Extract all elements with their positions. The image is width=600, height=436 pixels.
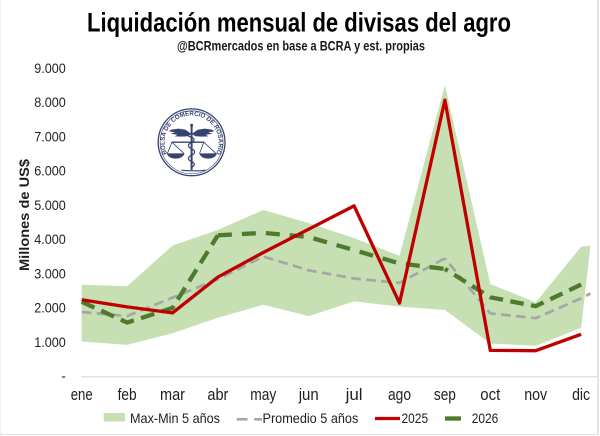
svg-text:ago: ago: [388, 386, 411, 404]
svg-text:3.000: 3.000: [34, 266, 66, 281]
svg-text:2.000: 2.000: [34, 301, 66, 316]
svg-text:8.000: 8.000: [34, 95, 66, 110]
svg-text:abr: abr: [207, 386, 228, 404]
svg-text:9.000: 9.000: [34, 61, 66, 76]
svg-text:jul: jul: [345, 386, 363, 404]
svg-text:@BCRmercados en base a BCRA y: @BCRmercados en base a BCRA y est. propi…: [177, 38, 425, 54]
svg-text:Millones de US$: Millones de US$: [16, 159, 32, 271]
svg-text:oct: oct: [480, 386, 500, 404]
svg-text:6.000: 6.000: [34, 164, 66, 179]
svg-text:7.000: 7.000: [34, 130, 66, 145]
svg-text:2025: 2025: [402, 410, 429, 426]
svg-text:sep: sep: [434, 386, 456, 404]
svg-text:1.000: 1.000: [34, 335, 66, 350]
svg-text:-: -: [61, 368, 66, 383]
svg-text:4.000: 4.000: [34, 232, 66, 247]
svg-text:mar: mar: [160, 386, 185, 404]
svg-text:Liquidación mensual de divisas: Liquidación mensual de divisas del agro: [87, 8, 511, 38]
svg-text:nov: nov: [524, 386, 548, 404]
svg-text:Promedio 5 años: Promedio 5 años: [263, 410, 359, 426]
svg-text:feb: feb: [118, 386, 137, 404]
svg-text:jun: jun: [298, 386, 319, 404]
svg-text:dic: dic: [572, 386, 590, 404]
svg-text:may: may: [250, 386, 277, 404]
svg-text:2026: 2026: [472, 410, 499, 426]
svg-text:Max-Min 5 años: Max-Min 5 años: [130, 410, 220, 426]
svg-text:5.000: 5.000: [34, 198, 66, 213]
svg-text:ene: ene: [71, 386, 93, 404]
